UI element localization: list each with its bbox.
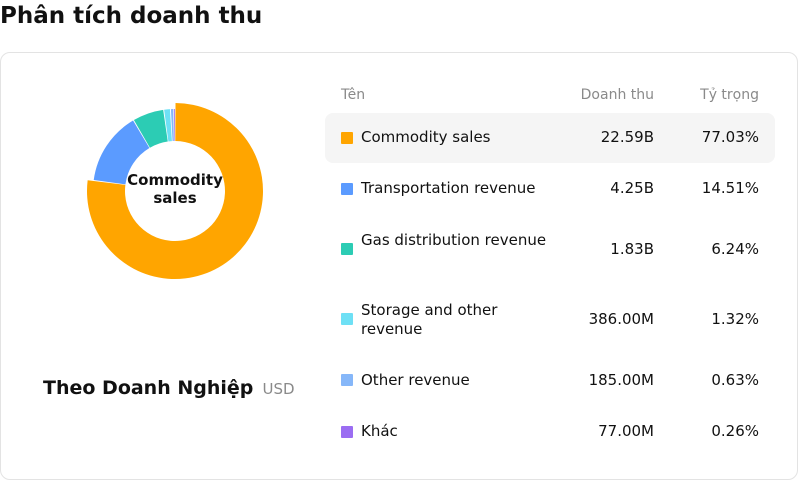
row-name: Commodity sales — [361, 128, 491, 146]
row-revenue: 386.00M — [588, 310, 654, 328]
header-revenue: Doanh thu — [580, 87, 654, 103]
row-revenue: 185.00M — [588, 371, 654, 389]
table-row[interactable]: Gas distribution revenue 1.83B 6.24% — [325, 216, 775, 282]
row-share: 6.24% — [711, 240, 759, 258]
donut-slice[interactable] — [170, 109, 174, 142]
row-revenue: 1.83B — [610, 240, 654, 258]
table-row[interactable]: Khác 77.00M 0.26% — [325, 407, 775, 457]
row-name: Other revenue — [361, 371, 470, 389]
donut-chart[interactable]: Commodity sales — [86, 102, 264, 280]
table-row[interactable]: Storage and other revenue 386.00M 1.32% — [325, 286, 775, 352]
donut-slice[interactable] — [133, 109, 168, 148]
caption-title: Theo Doanh Nghiệp — [43, 377, 254, 399]
page-title: Phân tích doanh thu — [0, 3, 263, 29]
donut-slice[interactable] — [173, 109, 175, 142]
row-share: 77.03% — [701, 128, 759, 146]
row-share: 0.63% — [711, 371, 759, 389]
caption-unit: USD — [262, 380, 295, 398]
legend-swatch — [341, 243, 353, 255]
row-revenue: 4.25B — [610, 179, 654, 197]
row-revenue: 77.00M — [598, 422, 654, 440]
table-row[interactable]: Transportation revenue 4.25B 14.51% — [325, 165, 775, 215]
row-name: Gas distribution revenue — [361, 231, 547, 249]
legend-swatch — [341, 426, 353, 438]
donut-center-label: Commodity sales — [127, 171, 223, 207]
header-name: Tên — [341, 87, 366, 103]
donut-slice[interactable] — [87, 103, 264, 279]
row-share: 1.32% — [711, 310, 759, 328]
donut-slice[interactable] — [164, 109, 172, 142]
chart-caption: Theo Doanh Nghiệp USD — [43, 377, 295, 399]
table-row[interactable]: Commodity sales 22.59B 77.03% — [325, 113, 775, 163]
row-name: Khác — [361, 422, 398, 440]
legend-swatch — [341, 132, 353, 144]
header-share: Tỷ trọng — [700, 87, 759, 103]
donut-svg — [87, 103, 264, 279]
row-share: 0.26% — [711, 422, 759, 440]
donut-slice[interactable] — [93, 120, 150, 185]
row-share: 14.51% — [701, 179, 759, 197]
legend-swatch — [341, 374, 353, 386]
legend-swatch — [341, 183, 353, 195]
row-name: Storage and other revenue — [361, 301, 498, 338]
row-revenue: 22.59B — [600, 128, 654, 146]
legend-swatch — [341, 313, 353, 325]
table-row[interactable]: Other revenue 185.00M 0.63% — [325, 356, 775, 406]
row-name: Transportation revenue — [361, 179, 536, 197]
